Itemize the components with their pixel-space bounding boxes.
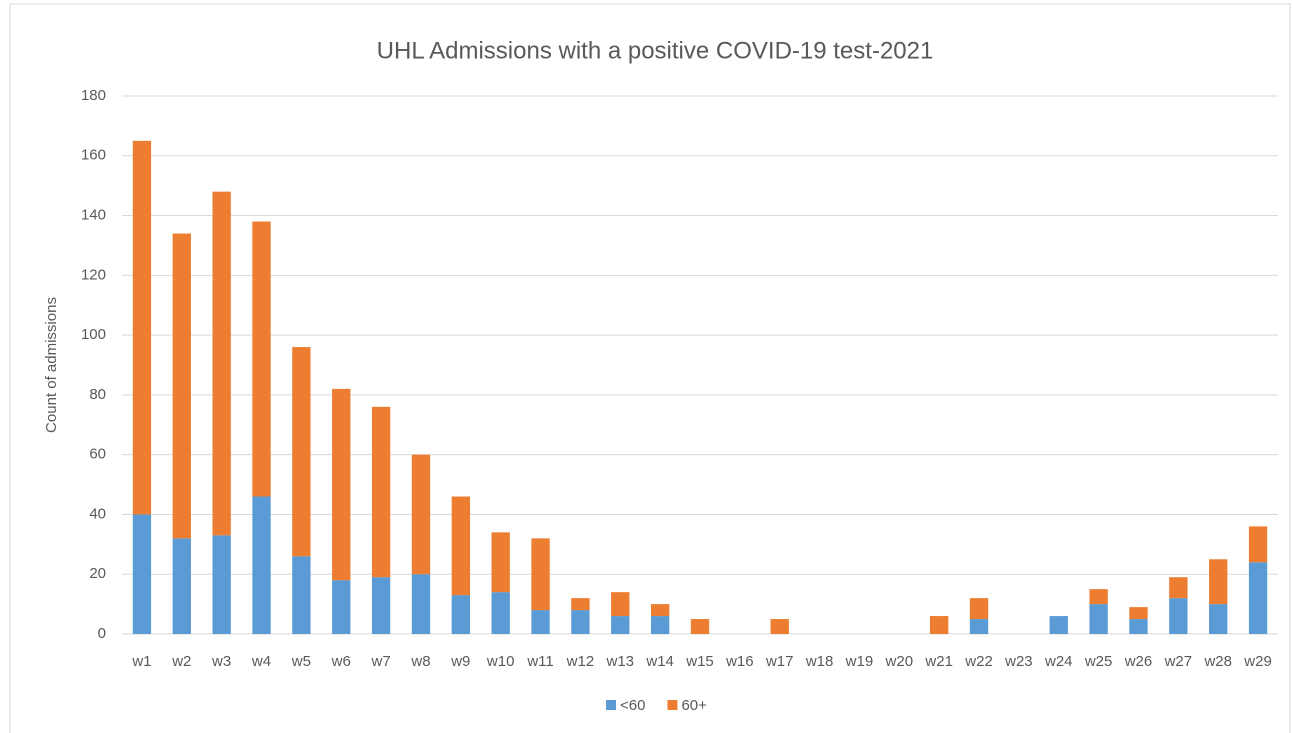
x-tick-label: w25 [1084,653,1113,670]
y-tick-label: 140 [81,207,106,224]
bar-segment [212,191,231,536]
bar-segment [1089,589,1108,605]
x-tick-label: w1 [131,653,151,670]
bar-segment [132,140,152,515]
bar-segment [531,610,550,634]
bar-segment [172,538,191,634]
x-tick-label: w12 [566,653,595,670]
bar-segment [1209,559,1228,605]
bar-segment [611,616,630,634]
x-tick-label: w27 [1164,653,1193,670]
bar-segment [451,595,470,634]
x-tick-label: w7 [371,653,391,670]
bar-segment [332,388,351,581]
bar-segment [451,496,470,596]
legend-label: <60 [620,697,645,714]
y-tick-label: 40 [89,505,106,522]
y-tick-label: 100 [81,326,106,343]
bar-segment [531,538,550,611]
chart-title: UHL Admissions with a positive COVID-19 … [377,37,934,64]
bar-segment [252,221,271,497]
bar-segment [371,577,391,634]
bar-segment [930,616,949,634]
x-tick-label: w10 [486,653,515,670]
bar-segment [1089,604,1108,634]
bar-segment [1129,619,1148,634]
y-tick-label: 60 [89,446,106,463]
bar-segment [969,598,989,620]
legend-swatch [667,700,678,710]
bar-segment [690,619,710,634]
bar-segment [611,592,630,617]
legend-label: 60+ [681,697,707,714]
x-tick-label: w6 [331,653,351,670]
bar-segment [1248,562,1268,634]
bar-segment [411,574,431,634]
y-tick-label: 160 [81,147,106,164]
bar-segment [770,619,789,634]
x-tick-label: w20 [885,653,914,670]
bar-segment [491,532,510,593]
bar-segment [132,514,152,634]
x-tick-label: w26 [1124,653,1153,670]
x-tick-label: w23 [1004,653,1033,670]
x-tick-label: w29 [1243,653,1272,670]
bar-segment [411,454,431,575]
bar-segment [292,556,311,634]
y-tick-label: 80 [89,386,106,403]
chart-frame [9,3,1291,733]
y-axis-label: Count of admissions [43,297,60,433]
bar-segment [332,580,351,634]
x-tick-label: w18 [805,653,834,670]
y-tick-label: 0 [98,625,106,642]
y-tick-label: 120 [81,266,106,283]
bar-segment [1049,616,1068,634]
bar-segment [1209,604,1228,634]
x-tick-label: w21 [924,653,953,670]
bar-segment [371,406,391,578]
bar-segment [292,347,311,557]
x-tick-label: w14 [645,653,674,670]
bar-segment [491,592,510,634]
x-tick-label: w16 [725,653,754,670]
x-tick-label: w8 [410,653,430,670]
bar-segment [650,604,670,617]
bar-segment [571,610,590,634]
x-tick-label: w19 [845,653,874,670]
y-tick-label: 180 [81,87,106,104]
x-tick-label: w3 [211,653,231,670]
bar-segment [1169,598,1188,634]
bar-segment [252,496,271,634]
x-tick-label: w17 [765,653,794,670]
bar-segment [969,619,989,634]
x-tick-label: w22 [964,653,993,670]
x-tick-label: w13 [606,653,635,670]
bar-segment [1248,526,1268,563]
legend-swatch [606,700,616,710]
bar-segment [212,535,231,634]
bar-segment [650,616,670,634]
x-tick-label: w15 [685,653,714,670]
x-tick-label: w9 [450,653,470,670]
x-tick-label: w2 [171,653,191,670]
bar-segment [172,233,191,539]
x-tick-label: w28 [1203,653,1232,670]
bar-segment [571,598,590,611]
x-tick-label: w4 [251,653,271,670]
y-tick-label: 20 [89,565,106,582]
x-tick-label: w24 [1044,653,1073,670]
x-tick-label: w11 [526,653,553,670]
bar-segment [1169,577,1188,599]
bar-segment [1129,607,1148,620]
x-tick-label: w5 [291,653,311,670]
